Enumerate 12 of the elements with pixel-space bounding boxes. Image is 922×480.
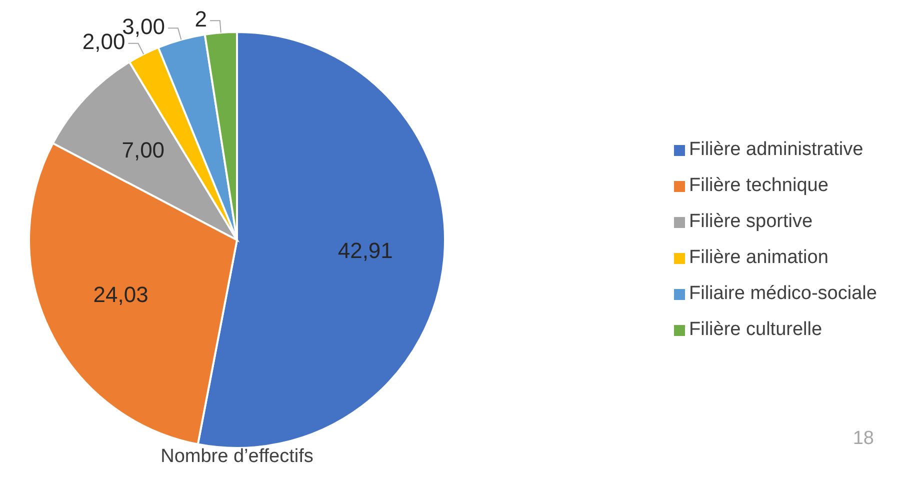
data-label: 2 [194, 6, 207, 32]
legend-label: Filière technique [689, 175, 828, 196]
legend-label: Filière animation [689, 247, 828, 268]
data-label: 7,00 [122, 137, 165, 162]
legend-label: Filière administrative [689, 139, 864, 160]
text: Nombre d’effectifs [160, 446, 314, 468]
legend-label: Filiaire médico-sociale [689, 283, 877, 304]
legend-label: Filière culturelle [689, 319, 822, 340]
data-label: 42,91 [338, 238, 393, 264]
text: 18 [852, 428, 874, 450]
legend-label: Filière sportive [689, 211, 813, 232]
data-label: 24,03 [93, 282, 148, 307]
